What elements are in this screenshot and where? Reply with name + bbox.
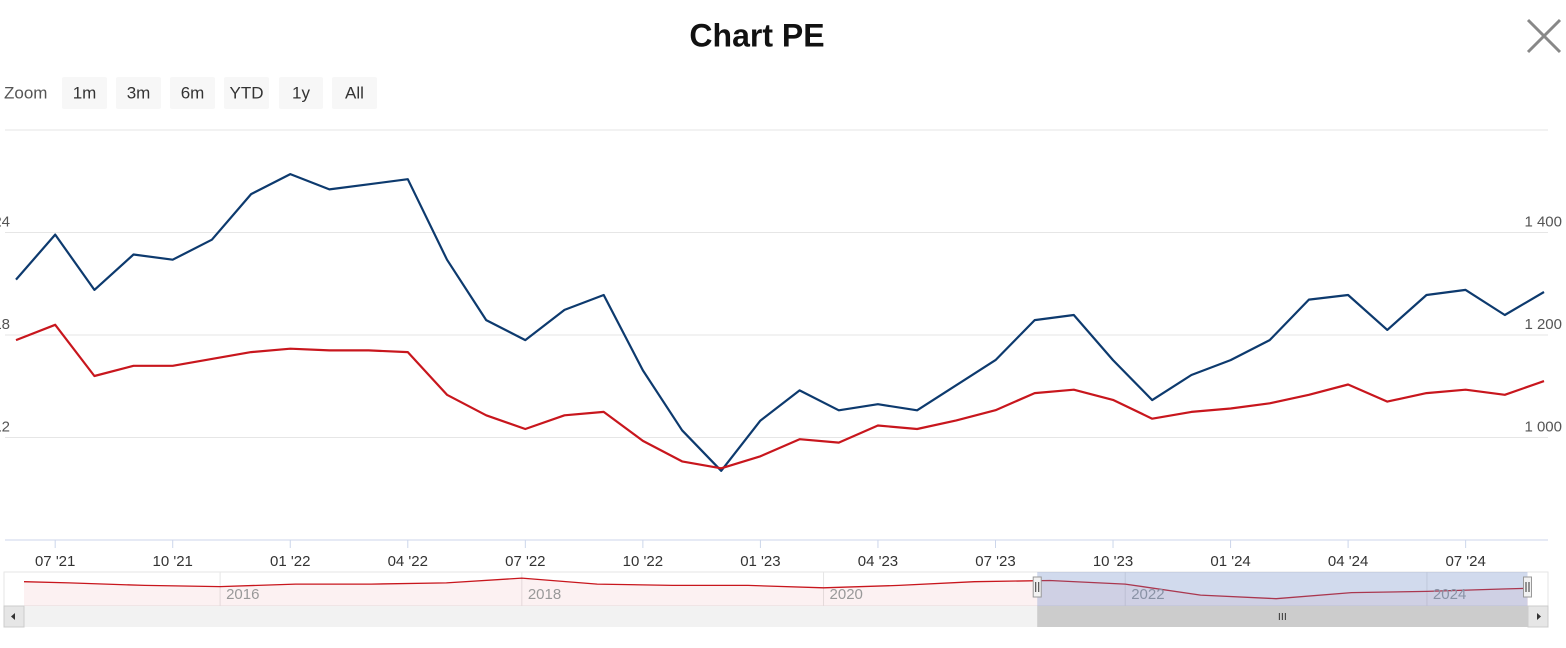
zoom-label: Zoom (4, 83, 47, 102)
zoom-button-label[interactable]: 6m (181, 83, 205, 102)
chart-title: Chart PE (689, 17, 824, 53)
zoom-button-bg[interactable] (332, 77, 377, 109)
zoom-buttons: 1m 3m 6m YTD 1y All (62, 77, 377, 109)
zoom-button-bg[interactable] (116, 77, 161, 109)
series-line (15, 173, 1545, 472)
zoom-button-bg[interactable] (279, 77, 323, 109)
close-button[interactable] (1526, 18, 1562, 54)
navigator-area (24, 578, 1528, 606)
x-tick-label: 10 '22 (623, 553, 663, 570)
scrollbar-right-arrow[interactable] (1537, 613, 1541, 620)
zoom-button[interactable]: 6m (170, 77, 215, 109)
y-tick-label: 18 (0, 316, 10, 333)
x-tick-label: 01 '23 (740, 553, 780, 570)
x-tick-label: 07 '24 (1445, 553, 1485, 570)
navigator-tick-label: 2016 (226, 586, 259, 603)
x-tick-label: 04 '23 (858, 553, 898, 570)
x-tick-label: 07 '22 (505, 553, 545, 570)
zoom-button[interactable]: All (332, 77, 377, 109)
y2-tick-label: 1 200 (1524, 316, 1562, 333)
y2-tick-label: 1 400 (1524, 213, 1562, 230)
navigator-mask (1037, 572, 1528, 606)
zoom-button-label[interactable]: 1y (292, 83, 310, 102)
navigator-handle[interactable] (1032, 576, 1042, 598)
navigator-tick-label: 2020 (830, 586, 863, 603)
zoom-button-bg[interactable] (62, 77, 107, 109)
zoom-button[interactable]: 3m (116, 77, 161, 109)
navigator-handle[interactable] (1522, 576, 1532, 598)
zoom-button-label[interactable]: All (345, 83, 364, 102)
zoom-button-label[interactable]: 3m (127, 83, 151, 102)
x-tick-label: 07 '21 (35, 553, 75, 570)
navigator-tick-label: 2022 (1131, 586, 1164, 603)
zoom-button-bg[interactable] (224, 77, 269, 109)
zoom-button-label[interactable]: YTD (230, 83, 264, 102)
zoom-button[interactable]: 1m (62, 77, 107, 109)
x-tick-label: 07 '23 (975, 553, 1015, 570)
x-tick-label: 10 '21 (153, 553, 193, 570)
navigator-tick-label: 2018 (528, 586, 561, 603)
scrollbar-left-arrow[interactable] (11, 613, 15, 620)
zoom-button[interactable]: 1y (279, 77, 323, 109)
x-tick-label: 04 '22 (388, 553, 428, 570)
zoom-button-label[interactable]: 1m (73, 83, 97, 102)
navigator-bg (3, 571, 1549, 607)
x-tick-label: 01 '22 (270, 553, 310, 570)
x-tick-label: 04 '24 (1328, 553, 1368, 570)
x-tick-label: 01 '24 (1210, 553, 1250, 570)
navigator-line (23, 577, 1529, 600)
zoom-button[interactable]: YTD (224, 77, 269, 109)
series-line (15, 323, 1545, 470)
y-tick-label: 24 (0, 213, 10, 230)
zoom-button-bg[interactable] (170, 77, 215, 109)
close-icon[interactable] (1526, 18, 1562, 54)
navigator-tick-label: 2024 (1433, 586, 1466, 603)
x-tick-label: 10 '23 (1093, 553, 1133, 570)
y-tick-label: 12 (0, 418, 10, 435)
y2-tick-label: 1 000 (1524, 418, 1562, 435)
